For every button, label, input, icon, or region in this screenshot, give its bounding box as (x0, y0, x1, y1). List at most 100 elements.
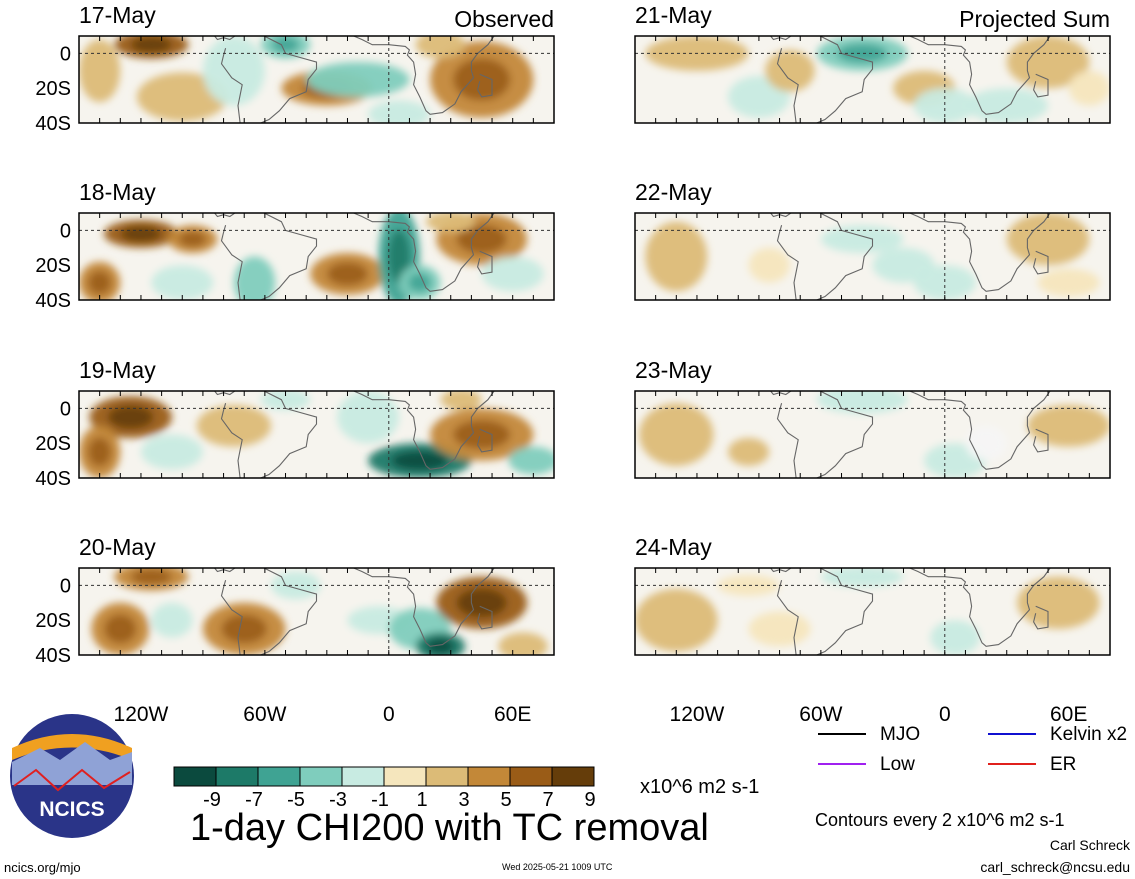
logo-redline (13, 768, 131, 792)
y-tick-label: 20S (35, 255, 71, 277)
y-tick-label: 0 (60, 43, 71, 65)
x-tick-label: 60E (1050, 703, 1087, 726)
y-tick-label: 0 (60, 575, 71, 597)
x-tick-label: 0 (939, 703, 951, 726)
logo-text: NCICS (39, 798, 104, 821)
coastline (477, 428, 493, 453)
colorbar-tick: 5 (500, 789, 511, 811)
colorbar-unit: x10^6 m2 s-1 (640, 776, 759, 798)
y-tick-label: 40S (35, 468, 71, 490)
anomaly-blob (440, 391, 482, 411)
anomaly-core (387, 229, 411, 284)
anomaly-core (178, 231, 207, 247)
footer-timestamp: Wed 2025-05-21 1009 UTC (502, 862, 613, 872)
anomaly-core (327, 262, 368, 286)
coastline (192, 568, 224, 573)
coastline (220, 36, 318, 123)
anomaly-blob (727, 437, 770, 466)
coastline (776, 213, 874, 300)
anomaly-blob (202, 36, 265, 106)
anomaly-core (88, 437, 112, 467)
coastline (220, 213, 318, 300)
anomaly-core (130, 37, 172, 53)
coastline (748, 36, 780, 41)
anomaly-blob (639, 403, 714, 466)
coastline (1033, 73, 1049, 98)
anomaly-blob (79, 39, 121, 103)
footer-email: carl_schreck@ncsu.edu (980, 859, 1130, 875)
panel-frame (634, 390, 1111, 479)
coastline (776, 391, 874, 478)
ncics-logo: NCICS (10, 714, 134, 838)
anomaly-blob (635, 588, 718, 652)
anomaly-blob (498, 632, 548, 655)
y-tick-label: 20S (35, 78, 71, 100)
legend-label: ER (1050, 754, 1076, 775)
panel-field (635, 568, 1110, 655)
x-tick-label: 0 (383, 703, 395, 726)
anomaly-blob (337, 391, 400, 444)
map-panel: 18-May 0 20S 40S (35, 179, 555, 312)
panel-frame (634, 35, 1111, 124)
anomaly-blob (645, 221, 708, 292)
anomaly-core (456, 224, 507, 254)
anomaly-core (837, 43, 888, 63)
anomaly-core (120, 226, 162, 242)
anomaly-blob (196, 404, 272, 447)
anomaly-blob (717, 574, 780, 596)
coastline (776, 568, 874, 655)
map-panel: 17-May 0 20S 40S (35, 2, 555, 135)
colorbar-tick: 7 (542, 789, 553, 811)
anomaly-blob (508, 446, 554, 475)
colorbar-tick: -3 (329, 789, 347, 811)
panel-field (635, 213, 1110, 300)
panel-date: 19-May (79, 357, 156, 383)
legend-label: Kelvin x2 (1050, 724, 1127, 745)
colorbar-swatch (299, 766, 343, 787)
coastline (353, 391, 495, 470)
x-tick-label: 60E (494, 703, 531, 726)
legend-label: MJO (880, 724, 920, 745)
coastline (220, 391, 318, 478)
panel-date: 21-May (635, 2, 712, 28)
coastline (353, 213, 495, 292)
map-panel: 19-May 0 20S 40S (35, 357, 555, 490)
colorbar-swatch (257, 766, 301, 787)
coastline (192, 391, 224, 396)
coastline (748, 213, 780, 218)
panel-date: 18-May (79, 179, 156, 205)
coastline (909, 568, 1051, 647)
y-tick-label: 0 (60, 220, 71, 242)
anomaly-blob (1068, 70, 1110, 106)
anomaly-blob (1037, 268, 1100, 297)
anomaly-core (130, 569, 172, 585)
panel-frame (78, 567, 555, 656)
map-panel: 21-May (634, 2, 1111, 124)
colorbar-swatch (551, 766, 595, 787)
panel-frame (78, 35, 555, 124)
anomaly-blob (820, 225, 904, 254)
anomaly-core (221, 614, 267, 644)
coastline (477, 605, 493, 630)
anomaly-blob (748, 611, 811, 647)
colorbar-tick: 3 (458, 789, 469, 811)
panel-date: 23-May (635, 357, 712, 383)
map-panel: 22-May (634, 179, 1111, 301)
x-tick-label: 120W (670, 703, 725, 726)
colorbar-tick: -5 (287, 789, 305, 811)
map-panel: 24-May (634, 534, 1111, 656)
colorbar-tick: -1 (371, 789, 389, 811)
logo-sun-band (12, 734, 132, 760)
anomaly-blobs (645, 213, 1100, 300)
x-tick-label: 60W (243, 703, 286, 726)
anomaly-core (271, 37, 300, 53)
colorbar-swatch (425, 766, 469, 787)
colorbar-tick: -7 (245, 789, 263, 811)
coastline (748, 391, 780, 396)
coastline (353, 568, 495, 647)
anomaly-blob (1027, 404, 1110, 447)
colorbar-swatch (173, 766, 217, 787)
panel-date: 24-May (635, 534, 712, 560)
coastline (909, 36, 1051, 115)
y-tick-label: 0 (60, 398, 71, 420)
